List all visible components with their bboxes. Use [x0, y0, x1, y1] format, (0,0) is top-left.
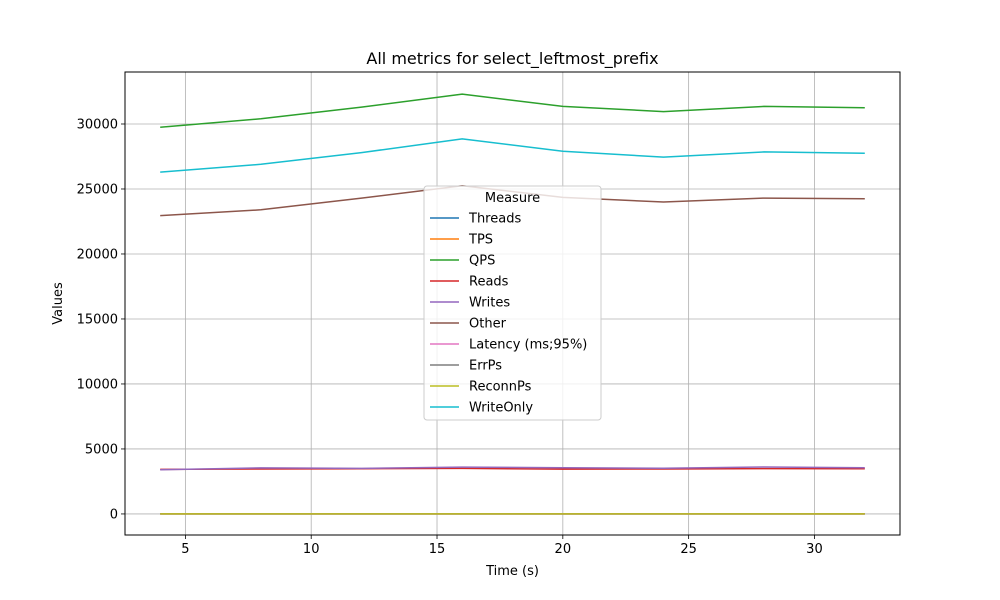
x-tick-label: 10: [303, 542, 320, 557]
series-line-reads: [160, 467, 865, 471]
legend-label-errps: ErrPs: [469, 359, 502, 374]
series-line-qps: [160, 93, 865, 128]
plot-frame: [124, 71, 901, 536]
x-tick-label: 15: [429, 542, 446, 557]
x-tick-label: 30: [806, 542, 823, 557]
legend-entries: Threads TPS QPS Reads Writes Other Latency (ms…: [430, 212, 587, 416]
y-tick-label: 30000: [77, 117, 118, 132]
x-tick-label: 20: [555, 542, 572, 557]
y-tick-label: 15000: [77, 312, 118, 327]
y-tick-label: 10000: [77, 377, 118, 392]
y-axis-label: Values: [51, 282, 66, 325]
y-tick-label: 25000: [77, 182, 118, 197]
y-tick-label: 20000: [77, 247, 118, 262]
x-axis-label: Time (s): [485, 564, 539, 579]
legend-label-reconnps: ReconnPs: [469, 380, 532, 395]
legend-box: [423, 185, 602, 421]
legend-label-writes: Writes: [469, 296, 510, 311]
legend-label-other: Other: [469, 317, 507, 332]
x-tick-label: 25: [680, 542, 697, 557]
x-axis-ticks: 5 10 15 20 25 30: [181, 535, 823, 557]
legend-label-qps: QPS: [469, 254, 495, 269]
y-tick-label: 5000: [85, 442, 118, 457]
x-tick-label: 5: [181, 542, 189, 557]
legend-label-reads: Reads: [469, 275, 509, 290]
series-line-writeonly: [160, 138, 865, 173]
y-axis-ticks: 0 5000 10000 15000 20000 25000 30000: [77, 117, 125, 522]
series-line-writes: [160, 466, 865, 471]
chart-title: All metrics for select_leftmost_prefix: [366, 49, 658, 69]
y-tick-label: 0: [110, 507, 118, 522]
legend-label-latency-ms-95: Latency (ms;95%): [469, 338, 587, 353]
legend-title: Measure: [485, 191, 540, 206]
legend: Measure Threads TPS QPS Reads Writes Other Lat…: [423, 185, 602, 421]
legend-label-tps: TPS: [468, 233, 493, 248]
legend-label-writeonly: WriteOnly: [469, 401, 533, 416]
legend-label-threads: Threads: [468, 212, 521, 227]
